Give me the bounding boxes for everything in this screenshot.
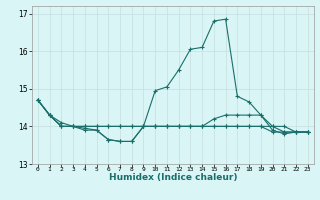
X-axis label: Humidex (Indice chaleur): Humidex (Indice chaleur) (108, 173, 237, 182)
